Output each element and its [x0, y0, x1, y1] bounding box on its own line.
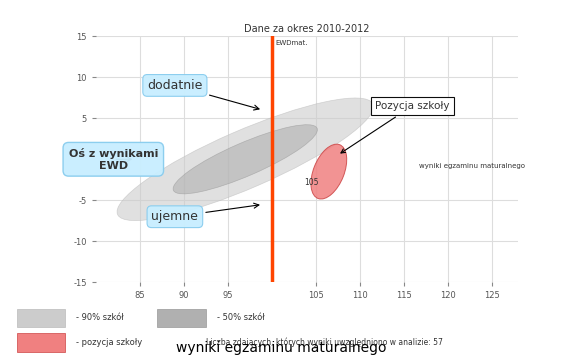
- Ellipse shape: [117, 98, 373, 220]
- Text: EWDmat.: EWDmat.: [275, 40, 307, 46]
- Text: Oś z wynikami
EWD: Oś z wynikami EWD: [69, 148, 158, 171]
- Text: 105: 105: [304, 178, 319, 187]
- Text: - 90% szkół: - 90% szkół: [76, 313, 124, 322]
- Text: wyniki egzaminu maturalnego: wyniki egzaminu maturalnego: [176, 341, 387, 355]
- Text: - 50% szkół: - 50% szkół: [217, 313, 265, 322]
- Bar: [157, 309, 206, 327]
- Text: dodatnie: dodatnie: [147, 79, 259, 110]
- Text: ujemne: ujemne: [151, 203, 259, 223]
- Text: - pozycja szkoły: - pozycja szkoły: [76, 338, 142, 347]
- Text: wyniki egzaminu maturalnego: wyniki egzaminu maturalnego: [419, 163, 525, 169]
- Title: Dane za okres 2010-2012: Dane za okres 2010-2012: [244, 24, 369, 34]
- Text: Liczba zdających, których wyniki uwzględniono w analizie: 57: Liczba zdających, których wyniki uwzględ…: [206, 338, 443, 348]
- Bar: [17, 309, 65, 327]
- Ellipse shape: [173, 125, 318, 194]
- Bar: [17, 333, 65, 352]
- Text: Pozycja szkoły: Pozycja szkoły: [341, 101, 450, 153]
- Ellipse shape: [311, 144, 347, 199]
